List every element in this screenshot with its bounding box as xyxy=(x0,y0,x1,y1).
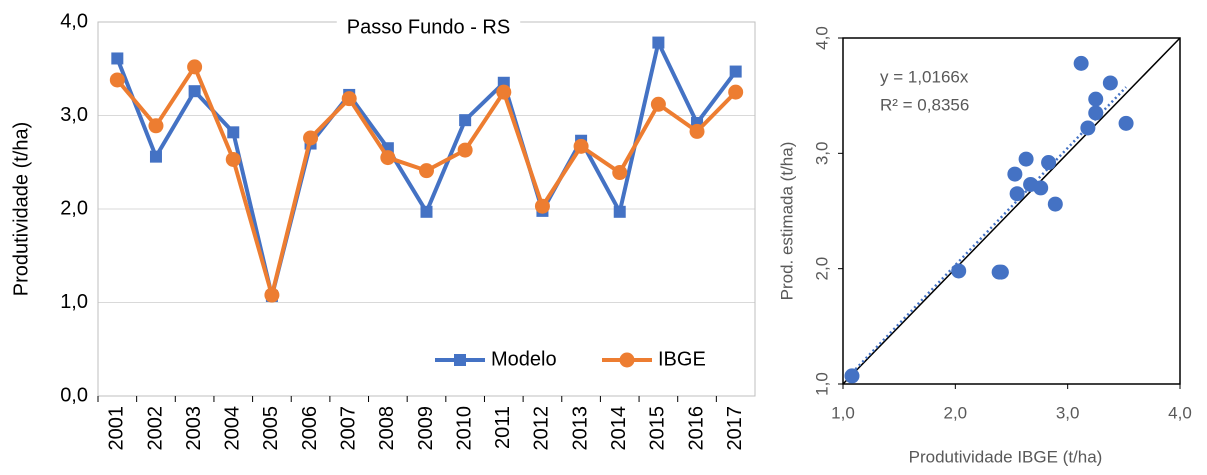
title-box xyxy=(336,18,521,40)
point xyxy=(420,205,433,218)
point xyxy=(496,84,512,100)
y-tick-label: 3,0 xyxy=(812,142,831,166)
point xyxy=(459,114,472,127)
x-tick-label: 2006 xyxy=(299,406,321,451)
x-tick-label: 2013 xyxy=(569,406,591,451)
x-tick-label: 2016 xyxy=(685,406,707,451)
x-tick-label: 4,0 xyxy=(1168,403,1192,422)
point xyxy=(1009,186,1025,202)
point xyxy=(1118,115,1134,131)
x-tick-label: 2009 xyxy=(415,406,437,451)
point xyxy=(689,123,705,139)
point xyxy=(109,72,125,88)
x-tick-label: 2015 xyxy=(647,406,669,451)
y-tick-label: 1,0 xyxy=(60,291,88,313)
point xyxy=(1007,166,1023,182)
point xyxy=(264,287,280,303)
x-tick-label: 2003 xyxy=(183,406,205,451)
point xyxy=(188,85,201,98)
annotation: y = 1,0166x xyxy=(880,67,969,86)
x-tick-label: 2005 xyxy=(260,406,282,451)
point xyxy=(729,65,742,78)
y-tick-label: 4,0 xyxy=(812,26,831,50)
point xyxy=(573,138,589,154)
y-tick-label: 3,0 xyxy=(60,104,88,126)
chart-title: Passo Fundo - RS xyxy=(347,16,510,38)
point xyxy=(419,163,434,179)
point xyxy=(650,96,666,112)
y-axis-label: Produtividade (t/ha) xyxy=(10,122,32,297)
reference-line xyxy=(842,37,1181,385)
x-tick-label: 2,0 xyxy=(944,403,968,422)
x-tick-label: 2008 xyxy=(376,406,398,451)
x-tick-label: 2002 xyxy=(144,406,166,451)
point xyxy=(225,151,241,167)
legend-marker xyxy=(454,354,466,366)
point xyxy=(1041,155,1057,171)
point xyxy=(303,130,319,146)
y-tick-label: 0,0 xyxy=(60,384,88,406)
x-tick-label: 2010 xyxy=(453,406,475,451)
plot-frame xyxy=(842,37,1181,385)
point xyxy=(844,368,860,384)
y-tick-label: 2,0 xyxy=(60,197,88,219)
x-tick-label: 2017 xyxy=(724,406,746,451)
legend-label: Modelo xyxy=(491,348,557,370)
point xyxy=(652,36,665,49)
point xyxy=(613,205,626,218)
point xyxy=(111,52,124,65)
x-tick-label: 2012 xyxy=(531,406,553,451)
y-tick-label: 4,0 xyxy=(60,10,88,32)
annotation: R² = 0,8356 xyxy=(880,95,969,114)
point xyxy=(951,263,967,279)
legend-label: IBGE xyxy=(658,348,706,370)
x-tick-label: 2001 xyxy=(106,406,128,451)
y-axis-label: Prod. estimada (t/ha) xyxy=(777,142,796,301)
x-tick-label: 3,0 xyxy=(1056,403,1080,422)
point xyxy=(149,150,162,163)
x-tick-label: 2007 xyxy=(337,406,359,451)
point xyxy=(534,198,550,214)
point xyxy=(1023,176,1039,192)
point xyxy=(227,126,240,139)
point xyxy=(612,165,628,181)
point xyxy=(1047,196,1063,212)
x-axis-label: Produtividade IBGE (t/ha) xyxy=(909,447,1103,466)
x-tick-label: 2004 xyxy=(222,406,244,451)
point xyxy=(1102,75,1118,91)
y-tick-label: 2,0 xyxy=(812,257,831,281)
point xyxy=(1080,120,1096,136)
point xyxy=(380,150,396,166)
x-tick-label: 2011 xyxy=(492,406,514,449)
point xyxy=(991,264,1007,280)
legend-marker xyxy=(619,352,635,368)
x-tick-label: 1,0 xyxy=(831,403,855,422)
point xyxy=(341,91,357,107)
x-tick-label: 2014 xyxy=(608,406,630,451)
y-tick-label: 1,0 xyxy=(812,372,831,396)
trendline xyxy=(851,86,1127,374)
point xyxy=(187,59,203,75)
point xyxy=(728,84,744,100)
point xyxy=(1088,105,1104,121)
point xyxy=(1073,55,1089,71)
point xyxy=(148,118,164,134)
point xyxy=(457,142,473,158)
point xyxy=(1088,91,1104,107)
point xyxy=(1018,151,1034,167)
series-line xyxy=(115,64,738,298)
